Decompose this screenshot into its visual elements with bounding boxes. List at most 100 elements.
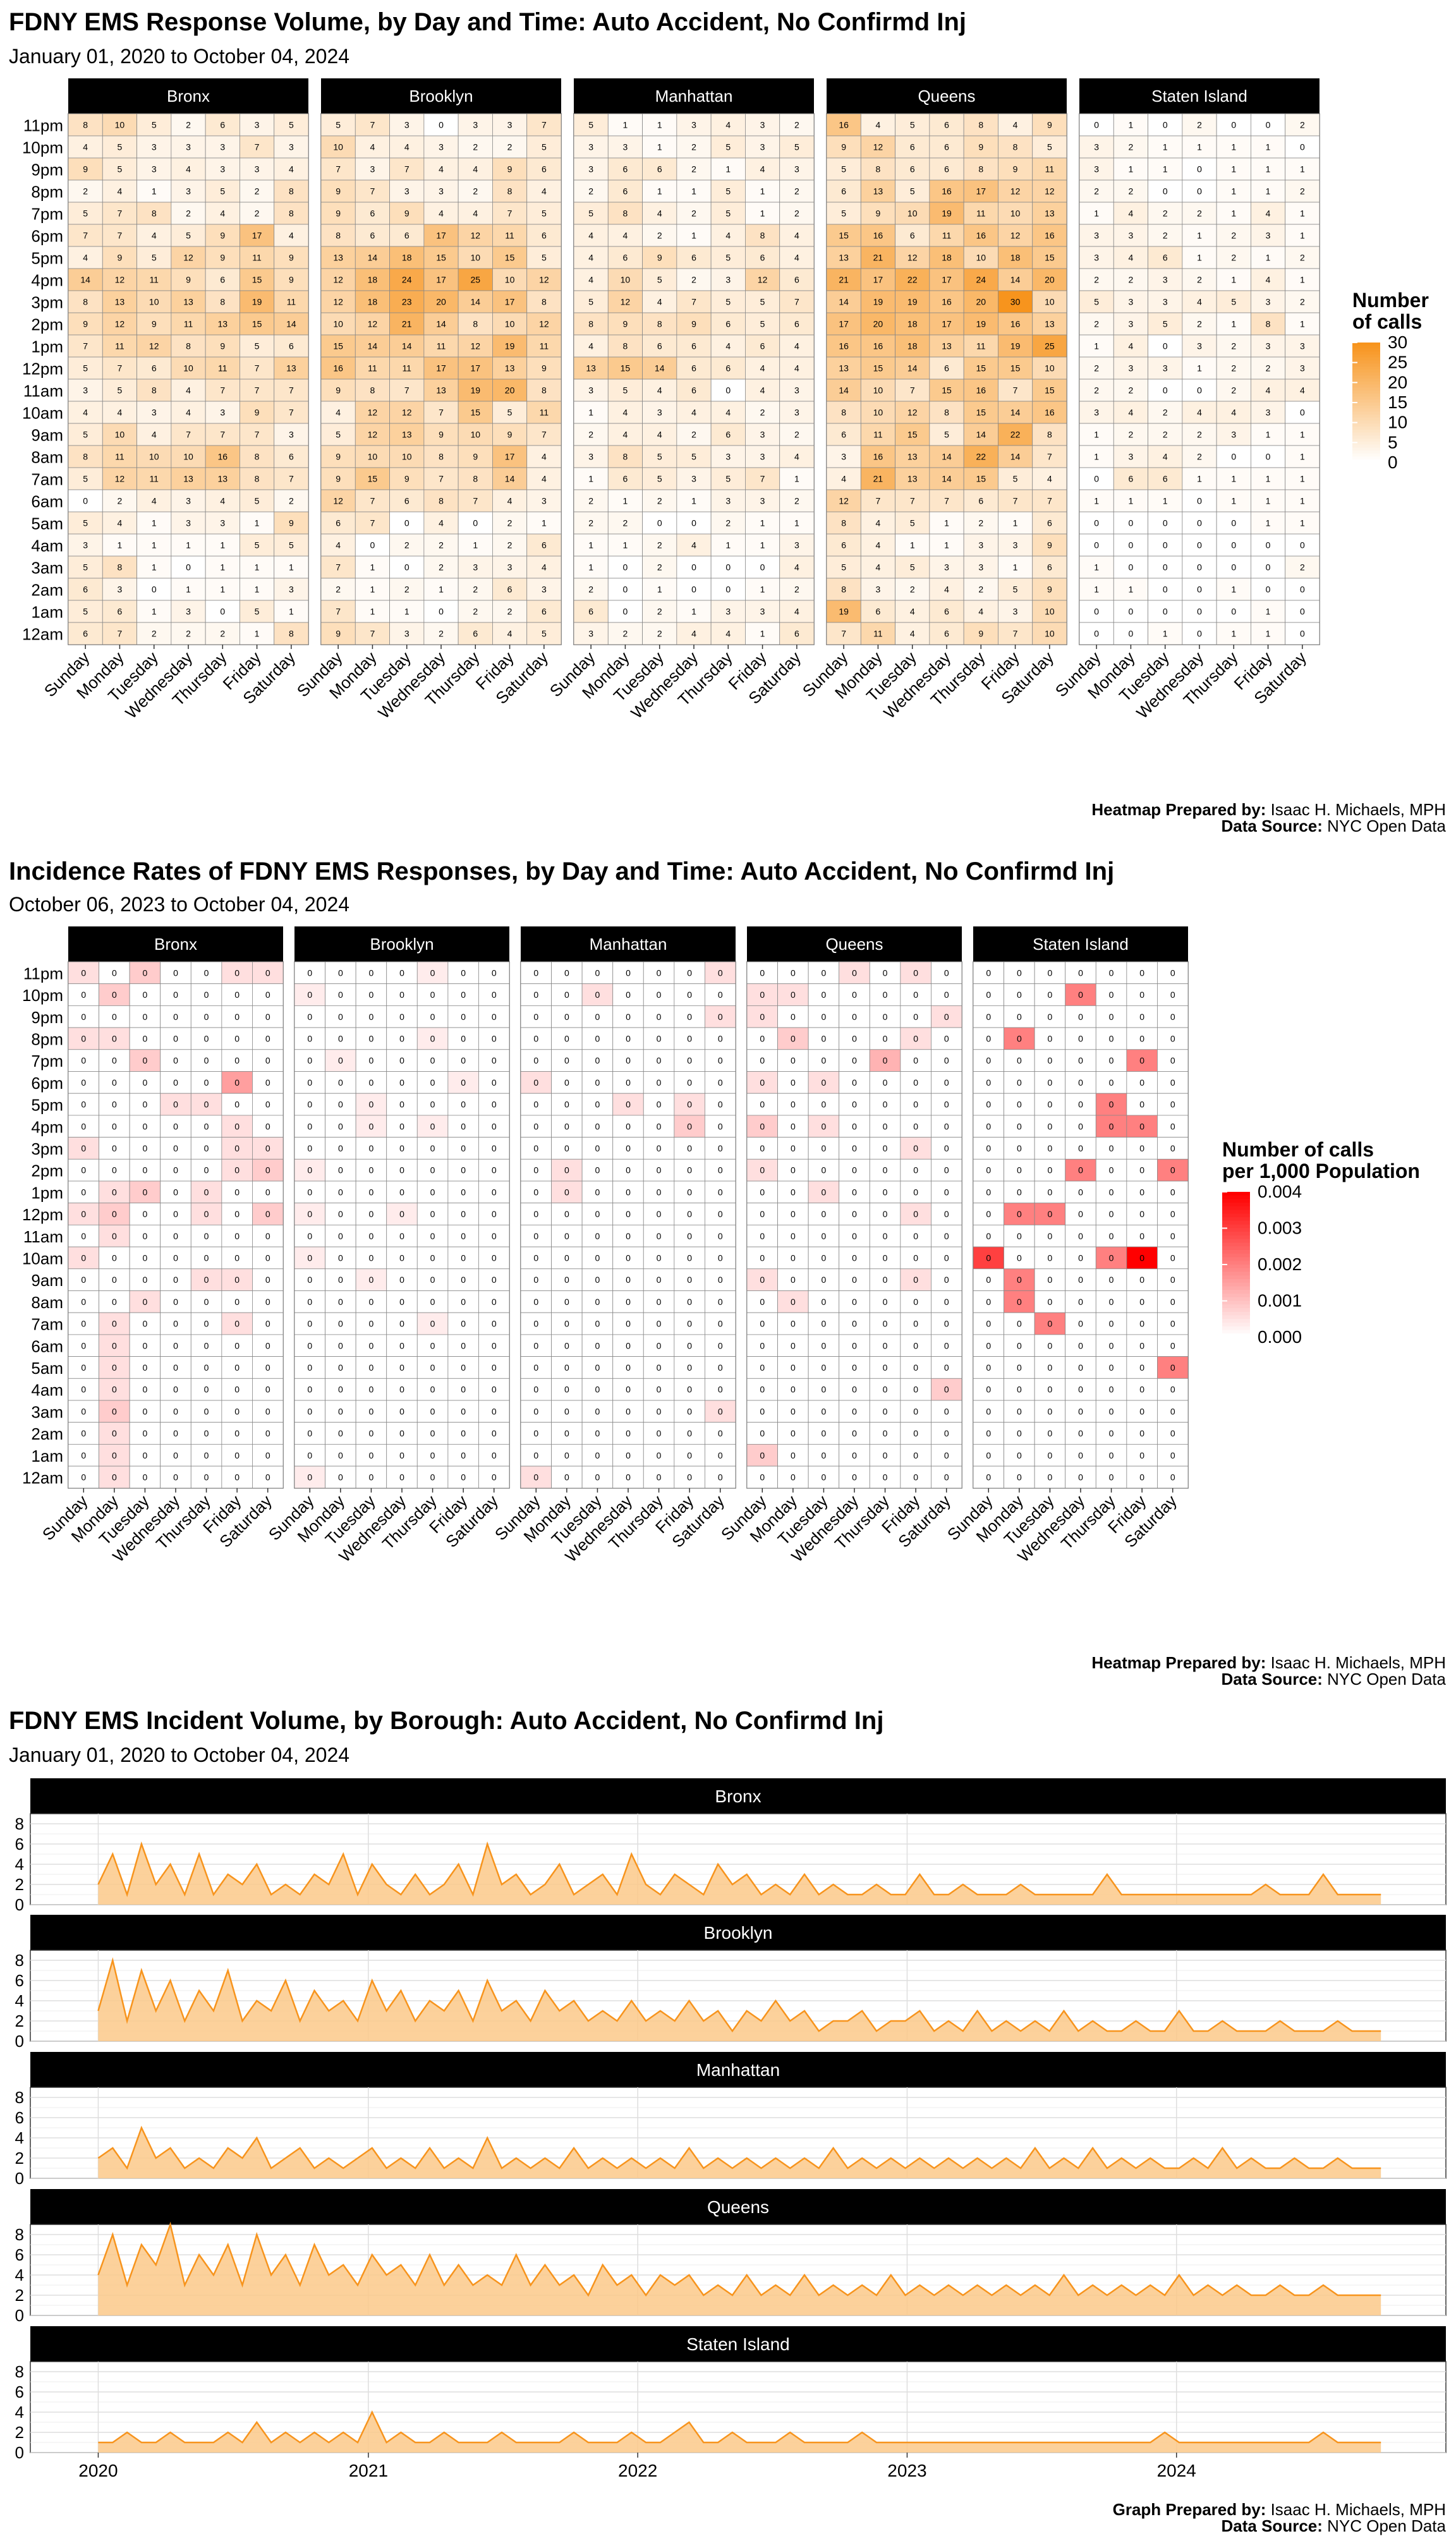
heat-cell [998,489,1033,513]
heat-cell [643,1225,675,1247]
heat-cell [1216,533,1251,557]
cell-value-label: 0 [533,1428,538,1438]
heat-cell [1285,356,1320,380]
cell-value-label: 1 [691,231,696,241]
heat-cell [895,622,930,645]
heat-cell [205,445,240,468]
legend-gradient-step [1352,441,1380,446]
heat-cell [274,290,309,313]
cell-value-label: 0 [1139,1385,1144,1395]
cell-value-label: 0 [791,1055,796,1065]
cell-value-label: 0 [399,1406,404,1416]
heat-cell [710,334,746,358]
heat-cell [355,467,390,490]
heat-cell [581,1312,614,1335]
legend-gradient-step [1222,1319,1250,1323]
cell-value-label: 0 [595,1297,600,1307]
heat-cell [190,1246,222,1270]
cell-value-label: 0 [718,1253,723,1263]
cell-value-label: 0 [1197,607,1202,617]
cell-value-label: 1 [1163,496,1168,506]
heat-cell [102,157,137,181]
y-tick-label: 8 [15,1951,24,1970]
cell-value-label: 0 [492,1385,497,1395]
cell-value-label: 0 [369,1319,374,1329]
cell-value-label: 0 [399,1100,404,1110]
cell-value-label: 0 [791,1340,796,1350]
heat-cell [1079,356,1114,380]
volume-heatmap-subtitle: January 01, 2020 to October 04, 2024 [9,45,349,68]
cell-value-label: 0 [173,1406,178,1416]
heat-cell [68,489,103,513]
heat-cell [99,1005,130,1028]
cell-value-label: 0 [626,1340,631,1350]
cell-value-label: 0 [944,1055,949,1065]
cell-value-label: 0 [626,1209,631,1219]
cell-value-label: 0 [822,1450,827,1460]
cell-value-label: 0 [760,990,765,1000]
heat-cell [102,467,137,490]
cell-value-label: 0 [369,1362,374,1373]
cell-value-label: 6 [473,629,478,639]
heat-cell [252,1180,284,1204]
heat-cell [1285,533,1320,557]
heat-cell [826,578,861,601]
heat-cell [963,578,998,601]
heat-cell [860,268,895,291]
cell-value-label: 2 [473,607,478,617]
cell-value-label: 2 [255,186,260,197]
cell-value-label: 2 [1300,186,1305,197]
cell-value-label: 0 [265,1385,270,1395]
cell-value-label: 1 [657,142,662,152]
heat-cell [160,1027,191,1050]
cell-value-label: 0 [143,1143,148,1153]
cell-value-label: 0 [1017,968,1022,978]
heat-cell [1148,600,1183,623]
cell-value-label: 9 [336,474,341,484]
cell-value-label: 2 [1231,363,1236,373]
heat-cell [895,157,930,181]
heat-cell [240,268,275,291]
cell-value-label: 1 [1129,585,1134,595]
cell-value-label: 0 [338,1385,343,1395]
heat-cell [860,202,895,225]
cell-value-label: 0 [852,1100,857,1110]
cell-value-label: 0 [1170,990,1175,1000]
heat-cell [674,1225,705,1247]
cell-value-label: 0 [430,1033,435,1043]
cell-value-label: 2 [588,186,593,197]
legend-gradient-step [1222,1246,1250,1251]
cell-value-label: 0 [265,1165,270,1175]
cell-value-label: 0 [1109,1362,1114,1373]
cell-value-label: 0 [1139,1143,1144,1153]
cell-value-label: 0 [883,1077,888,1088]
cell-value-label: 8 [841,408,846,418]
cell-value-label: 0 [143,968,148,978]
cell-value-label: 3 [1163,275,1168,285]
cell-value-label: 0 [883,1033,888,1043]
heat-cell [386,1443,418,1467]
heat-cell [612,1203,644,1225]
cell-value-label: 9 [876,209,881,219]
heat-cell [1285,600,1320,623]
cell-value-label: 0 [533,1143,538,1153]
cell-value-label: 0 [461,1362,466,1373]
cell-value-label: 0 [399,1165,404,1175]
cell-value-label: 0 [533,1406,538,1416]
cell-value-label: 0 [1139,1033,1144,1043]
heat-cell [520,1005,552,1028]
cell-value-label: 0 [204,1100,209,1110]
cell-value-label: 0 [1163,585,1168,595]
heat-cell [1216,423,1251,446]
heat-cell [68,179,103,203]
cell-value-label: 13 [402,430,412,440]
heat-cell [355,511,390,535]
cell-value-label: 0 [718,1406,723,1416]
cell-value-label: 14 [436,319,446,329]
cell-value-label: 0 [1109,1012,1114,1022]
cell-value-label: 0 [338,1077,343,1088]
cell-value-label: 2 [1129,275,1134,285]
cell-value-label: 0 [173,1450,178,1460]
heat-cell [1182,467,1217,490]
heat-cell [102,445,137,468]
